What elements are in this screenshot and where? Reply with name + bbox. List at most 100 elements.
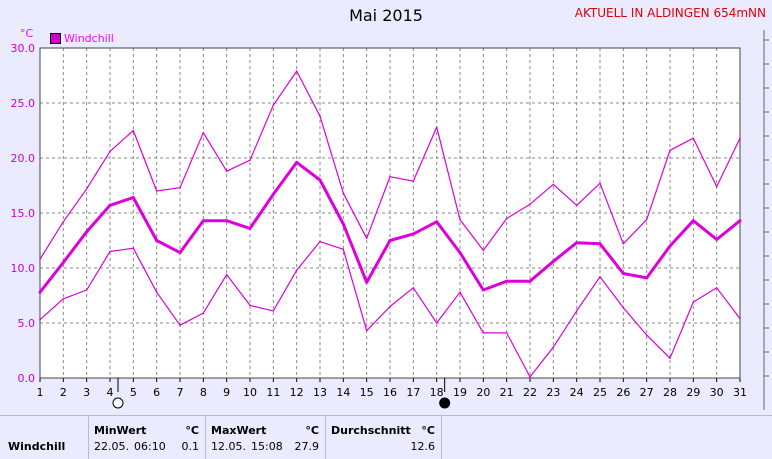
data-point-max [132, 129, 135, 132]
data-point-max [482, 249, 485, 252]
data-point-max [739, 137, 741, 139]
x-tick-label: 13 [313, 386, 327, 399]
stats-min-header: MinWert [94, 424, 147, 437]
x-tick-label: 28 [663, 386, 677, 399]
stats-avg-cell: Durchschnitt °C 12.6 [325, 416, 442, 459]
data-point-min [482, 332, 485, 334]
data-point-avg [645, 276, 649, 280]
data-point-avg [341, 222, 345, 226]
data-point-max [622, 243, 625, 245]
stats-max-unit: °C [305, 424, 319, 437]
data-point-avg [411, 232, 415, 236]
x-tick-label: 22 [523, 386, 537, 399]
stats-max-time: 15:08 [251, 440, 283, 453]
x-tick-label: 17 [406, 386, 420, 399]
data-point-avg [131, 196, 135, 200]
data-point-min [552, 346, 555, 349]
stats-max-value: 27.9 [294, 440, 320, 453]
data-point-avg [458, 251, 462, 255]
data-point-max [179, 186, 181, 189]
data-point-max [365, 237, 368, 240]
stats-min-unit: °C [185, 424, 199, 437]
data-point-min [599, 276, 601, 278]
data-point-min [645, 334, 648, 336]
stats-min-value: 0.1 [181, 440, 200, 453]
data-point-avg [155, 239, 159, 242]
data-point-avg [598, 242, 602, 246]
data-point-min [225, 273, 228, 276]
data-point-avg [365, 280, 369, 284]
data-point-avg [225, 219, 229, 223]
data-point-avg [201, 219, 205, 223]
data-point-min [669, 357, 671, 360]
data-point-min [412, 287, 415, 289]
x-tick-label: 16 [383, 386, 397, 399]
data-point-max [412, 180, 415, 182]
y-tick-label: 30.0 [11, 42, 36, 55]
data-point-avg [551, 259, 555, 263]
data-point-max [109, 150, 111, 153]
x-tick-label: 27 [640, 386, 654, 399]
data-point-max [435, 126, 438, 128]
data-point-avg [178, 251, 182, 255]
data-point-min [109, 250, 111, 253]
x-tick-label: 3 [83, 386, 90, 399]
data-point-min [319, 240, 321, 243]
x-tick-label: 4 [107, 386, 114, 399]
y-tick-label: 10.0 [11, 262, 36, 275]
data-point-avg [505, 279, 509, 283]
x-tick-label: 18 [430, 386, 444, 399]
x-tick-label: 8 [200, 386, 207, 399]
data-point-max [669, 149, 671, 152]
data-point-max [459, 218, 461, 221]
legend: Windchill [50, 32, 114, 45]
stats-max-date: 12.05. [211, 440, 246, 453]
data-point-min [389, 305, 391, 308]
data-point-avg [738, 219, 742, 223]
stats-max-header: MaxWert [211, 424, 267, 437]
data-point-max [552, 183, 555, 186]
data-point-max [575, 204, 578, 207]
x-tick-label: 14 [336, 386, 350, 399]
x-tick-label: 15 [360, 386, 374, 399]
data-point-avg [621, 272, 625, 275]
data-point-min [715, 287, 718, 289]
data-point-max [342, 192, 345, 194]
data-point-max [249, 159, 251, 161]
data-point-avg [108, 203, 112, 207]
data-point-avg [248, 226, 252, 230]
stats-max-cell: MaxWert °C 12.05. 15:08 27.9 [205, 416, 326, 459]
x-tick-label: 23 [546, 386, 560, 399]
data-point-max [505, 217, 508, 220]
data-point-avg [61, 261, 65, 264]
data-point-min [505, 332, 508, 334]
data-point-avg [295, 160, 299, 164]
data-point-min [622, 306, 625, 309]
stats-avg-value: 12.6 [410, 440, 436, 453]
x-tick-label: 2 [60, 386, 67, 399]
data-point-min [365, 329, 368, 332]
data-point-avg [481, 288, 485, 292]
data-point-avg [575, 241, 579, 245]
legend-swatch [50, 33, 61, 44]
y-tick-label: 0.0 [18, 372, 36, 385]
data-point-avg [668, 244, 672, 248]
x-tick-label: 21 [500, 386, 514, 399]
x-tick-label: 19 [453, 386, 467, 399]
data-point-min [202, 312, 205, 314]
data-point-avg [38, 290, 42, 294]
data-point-max [202, 131, 205, 134]
stats-avg-unit: °C [421, 424, 435, 437]
data-point-avg [528, 279, 532, 283]
data-point-min [62, 298, 65, 300]
x-tick-label: 9 [223, 386, 230, 399]
stats-row-label: Windchill [8, 440, 66, 453]
x-tick-label: 1 [37, 386, 44, 399]
data-point-min [342, 248, 345, 251]
data-point-min [155, 291, 158, 294]
plot-frame [39, 47, 741, 379]
data-point-avg [691, 219, 695, 223]
stats-min-time: 06:10 [134, 440, 166, 453]
y-axis-unit: °C [20, 27, 34, 40]
data-point-min [249, 304, 251, 307]
